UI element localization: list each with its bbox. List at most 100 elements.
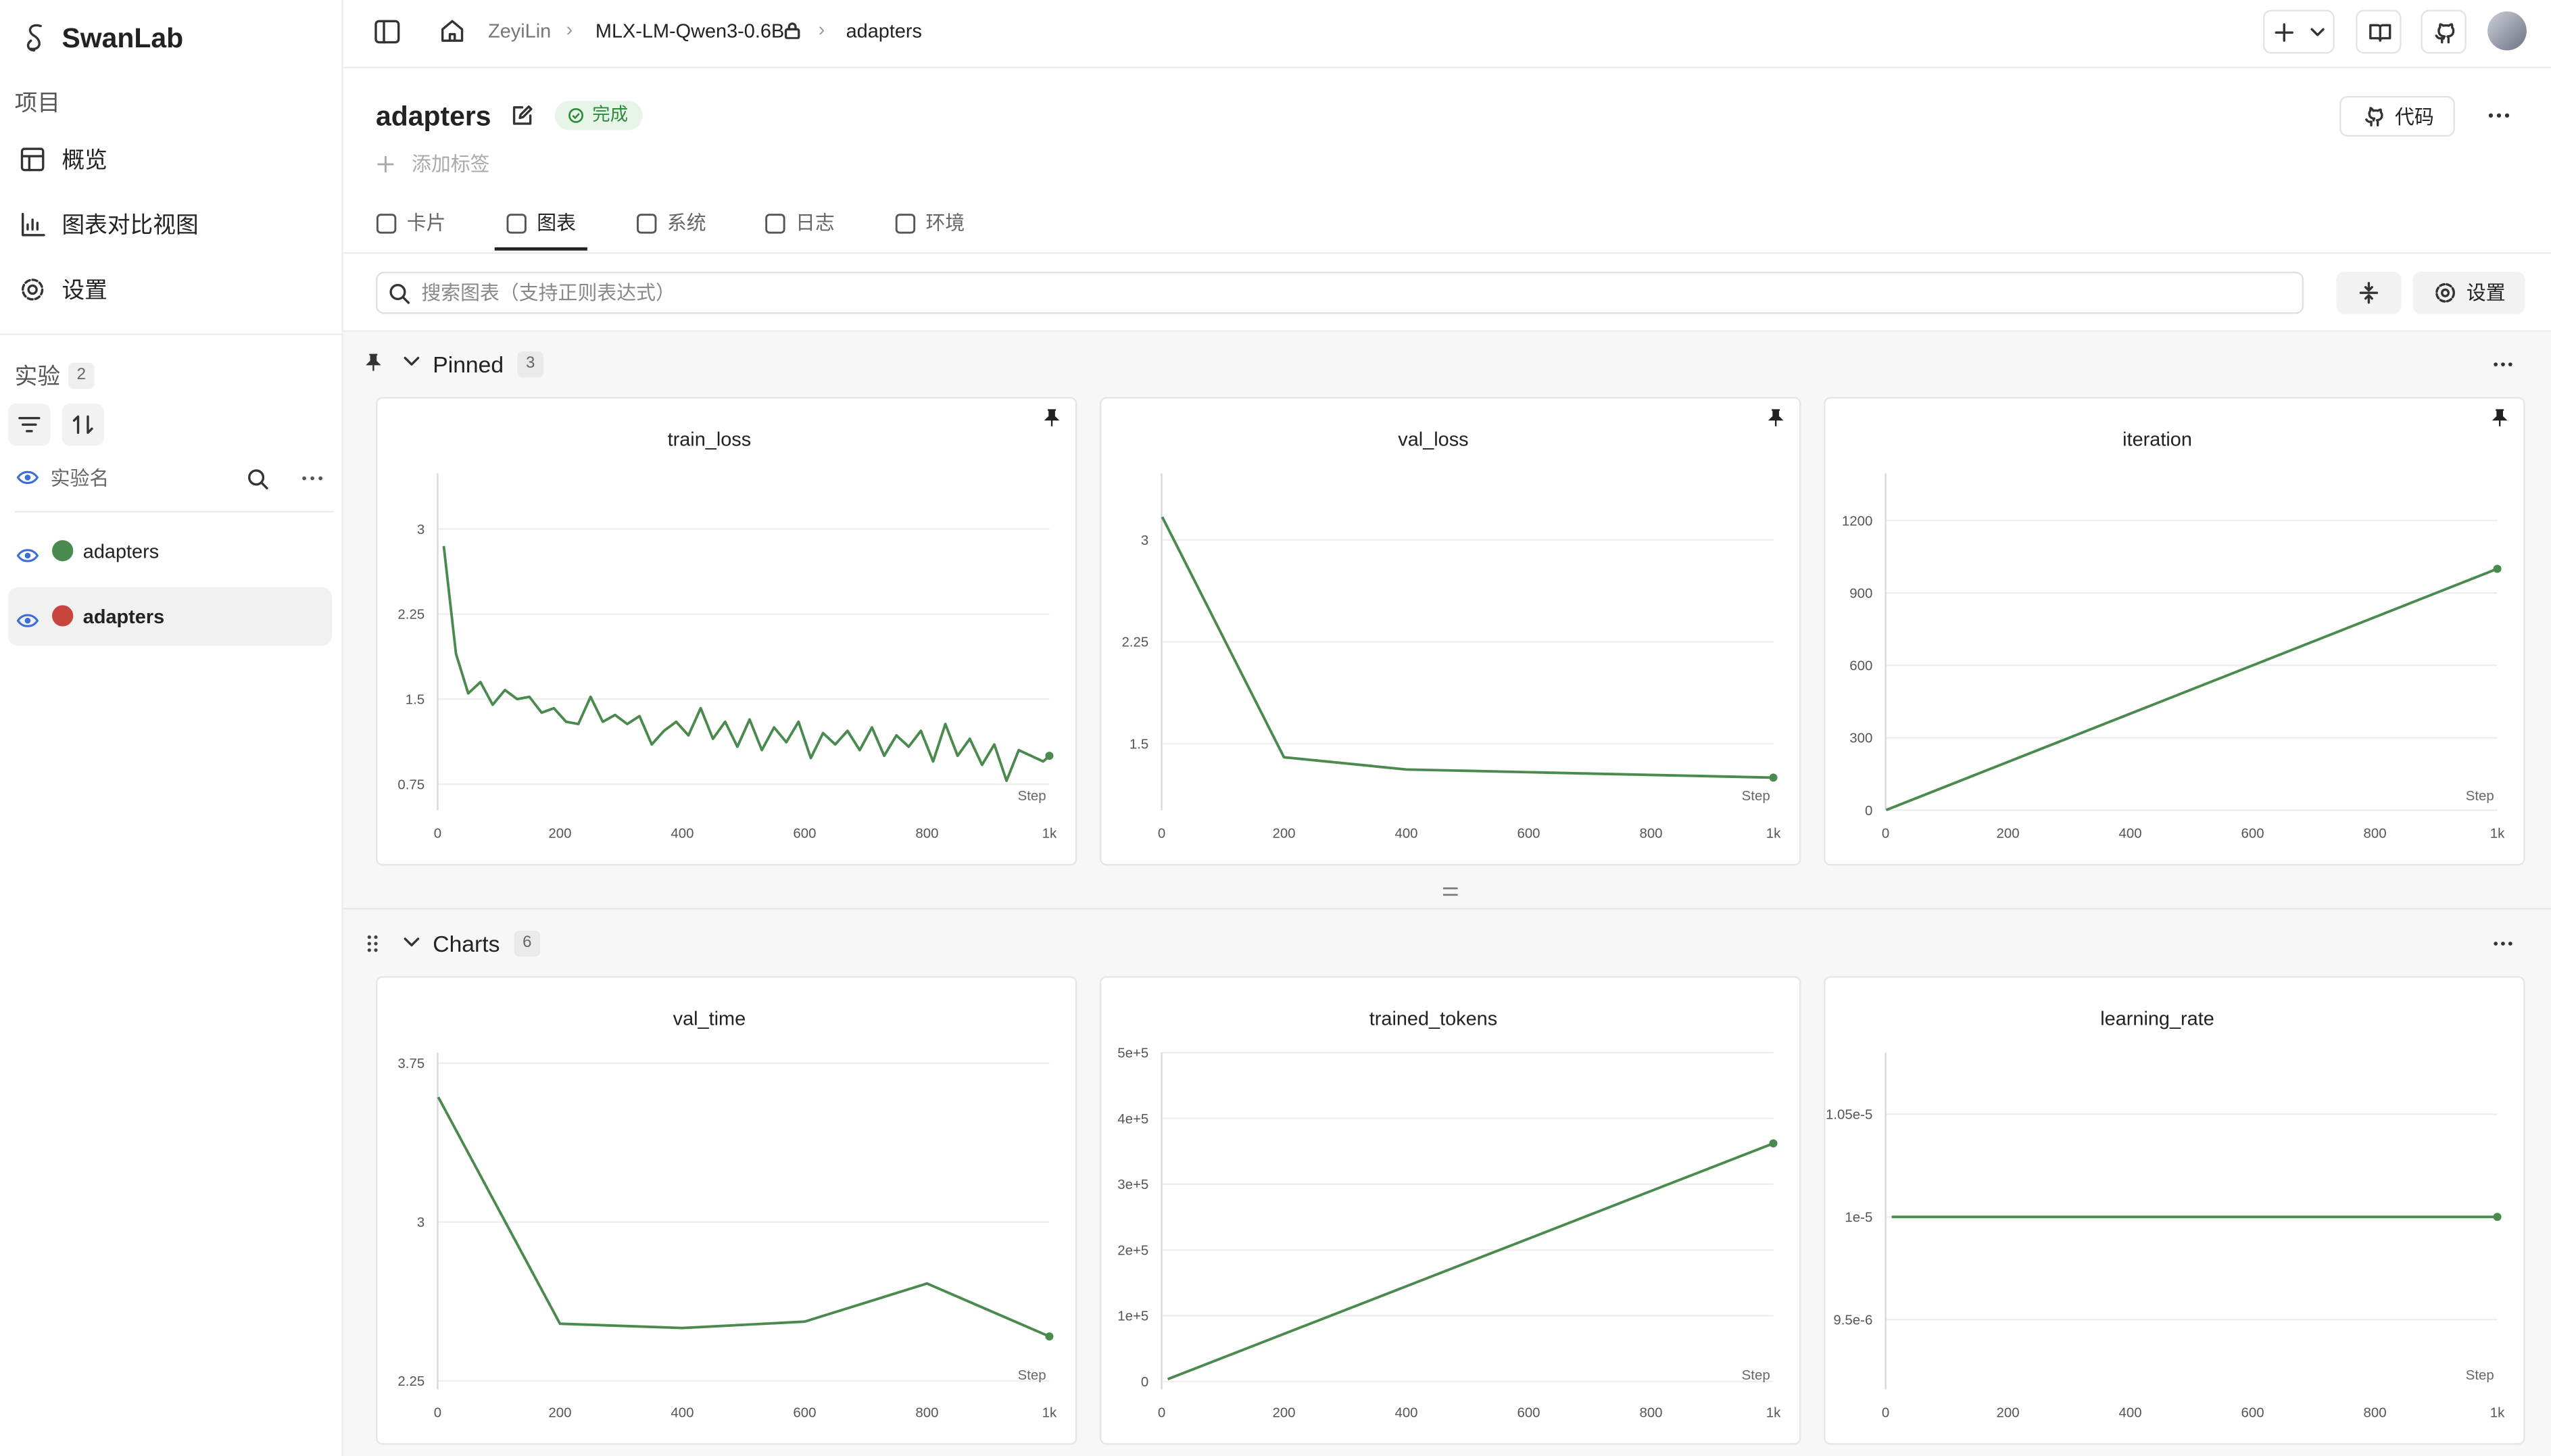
x-tick-label: 0 — [1882, 1405, 1889, 1420]
x-tick-label: 200 — [548, 1405, 571, 1420]
run-title: adapters — [375, 101, 491, 132]
y-tick-label: 2.25 — [397, 607, 424, 623]
y-tick-label: 300 — [1849, 731, 1872, 746]
chart: iteration 0 300 600 900 1200 0 200 400 600 800 1k St… — [1842, 409, 2508, 842]
eye-icon[interactable] — [16, 468, 39, 486]
breadcrumb-item[interactable]: ZeyiLin — [488, 19, 552, 43]
x-axis-label: Step — [1018, 1367, 1046, 1383]
x-tick-label: 1k — [1766, 826, 1781, 842]
chart-card: train_loss 0.75 1.5 2.25 3 0 200 400 600 800 1k Ste… — [375, 397, 1077, 866]
y-tick-label: 600 — [1849, 658, 1872, 674]
home-icon[interactable] — [439, 18, 466, 44]
code-button[interactable]: 代码 — [2339, 96, 2455, 137]
end-point — [1769, 1139, 1778, 1148]
x-tick-label: 600 — [2241, 1405, 2264, 1420]
x-tick-label: 600 — [1517, 1405, 1540, 1420]
y-tick-label: 2e+5 — [1117, 1242, 1148, 1258]
y-tick-label: 1200 — [1842, 513, 1872, 529]
section-title[interactable]: Pinned — [433, 351, 504, 378]
chart: learning_rate 9.5e-6 1e-5 1.05e-5 0 200 400 600… — [1826, 1008, 2505, 1420]
x-axis-label: Step — [1742, 1367, 1770, 1383]
more-icon[interactable] — [301, 475, 324, 482]
add-button[interactable] — [2262, 9, 2335, 54]
x-tick-label: 0 — [434, 826, 441, 842]
tab[interactable]: 卡片 — [406, 211, 446, 235]
tab[interactable]: 系统 — [666, 211, 706, 235]
resize-handle[interactable] — [1442, 887, 1459, 896]
chevron-icon[interactable] — [404, 937, 420, 948]
count-badge: 3 — [517, 351, 543, 378]
sidebar: SwanLab 项目 概览 图表对比视图 设置 实验 2 实验名 — [0, 0, 343, 1456]
y-tick-label: 0 — [1865, 803, 1872, 819]
tab[interactable]: 日志 — [795, 211, 835, 235]
pin-icon[interactable] — [366, 353, 381, 371]
avatar[interactable] — [2487, 11, 2527, 51]
sidebar-toggle[interactable] — [374, 20, 401, 44]
drag-icon[interactable] — [366, 934, 379, 954]
experiment-color — [52, 605, 74, 627]
divider — [0, 333, 342, 335]
plus-icon[interactable] — [376, 155, 395, 174]
x-tick-label: 800 — [2364, 1405, 2387, 1420]
breadcrumb-item[interactable]: adapters — [846, 19, 922, 43]
edit-icon[interactable] — [511, 104, 534, 127]
column-header: 实验名 — [50, 466, 110, 490]
chart-card: val_time 2.25 3 3.75 0 200 400 600 800 1k Step — [375, 976, 1077, 1445]
x-tick-label: 600 — [793, 1405, 816, 1420]
pin-icon[interactable] — [1044, 409, 1060, 427]
nav-item[interactable]: 图表对比视图 — [62, 211, 199, 238]
search-placeholder: 搜索图表（支持正则表达式） — [421, 281, 675, 305]
tab-icon — [506, 213, 527, 234]
chart-card: val_loss 1.5 2.25 3 0 200 400 600 800 1k Step — [1100, 397, 1801, 866]
tab-icon — [764, 213, 785, 234]
eye-icon[interactable] — [16, 608, 39, 627]
y-tick-label: 0 — [1141, 1374, 1148, 1390]
chart-card: trained_tokens 0 1e+5 2e+5 3e+5 4e+5 5e+5 0 200 4… — [1100, 976, 1801, 1445]
sort-button[interactable] — [62, 403, 105, 446]
tab-icon — [376, 213, 397, 234]
end-point — [1769, 773, 1778, 782]
tab[interactable]: 图表 — [537, 211, 577, 235]
y-tick-label: 3 — [417, 1215, 424, 1230]
filter-button[interactable] — [8, 403, 51, 446]
y-tick-label: 3 — [1141, 533, 1148, 548]
section-title[interactable]: Charts — [433, 930, 500, 957]
y-tick-label: 1.5 — [406, 691, 424, 707]
more-icon[interactable] — [2487, 112, 2510, 119]
y-tick-label: 2.25 — [1121, 635, 1148, 650]
breadcrumb-item[interactable]: MLX-LM-Qwen3-0.6B — [595, 19, 785, 43]
eye-icon[interactable] — [16, 543, 39, 562]
more-icon[interactable] — [2492, 940, 2513, 947]
docs-button[interactable] — [2356, 9, 2402, 54]
x-tick-label: 200 — [548, 826, 571, 842]
x-tick-label: 400 — [1394, 826, 1417, 842]
y-tick-label: 3e+5 — [1117, 1177, 1148, 1192]
divider — [14, 510, 334, 513]
chart-title: val_loss — [1398, 429, 1468, 450]
x-tick-label: 1k — [1042, 1405, 1057, 1420]
breadcrumb-sep: › — [818, 18, 825, 41]
github-button[interactable] — [2421, 9, 2467, 54]
pin-icon[interactable] — [2492, 409, 2508, 427]
chart: val_loss 1.5 2.25 3 0 200 400 600 800 1k Step — [1121, 409, 1784, 842]
add-tag[interactable]: 添加标签 — [411, 153, 490, 176]
search-icon[interactable] — [247, 468, 268, 489]
logo — [26, 24, 42, 52]
settings-button[interactable]: 设置 — [2412, 271, 2525, 314]
experiment-name[interactable]: adapters — [82, 540, 160, 563]
tab-icon — [895, 213, 916, 234]
search-box[interactable]: 搜索图表（支持正则表达式） — [375, 271, 2304, 314]
chevron-icon[interactable] — [404, 356, 420, 368]
tab[interactable]: 环境 — [925, 211, 965, 235]
experiment-name[interactable]: adapters — [82, 605, 165, 629]
series-line — [1161, 516, 1774, 779]
active-tab-indicator — [494, 247, 587, 251]
section-label: 项目 — [14, 89, 61, 116]
collapse-button[interactable] — [2336, 271, 2402, 314]
pin-icon[interactable] — [1768, 409, 1784, 427]
nav-item[interactable]: 概览 — [62, 146, 107, 173]
experiment-color — [52, 540, 74, 562]
nav-item[interactable]: 设置 — [62, 276, 107, 303]
y-tick-label: 1e+5 — [1117, 1309, 1148, 1324]
more-icon[interactable] — [2492, 361, 2513, 368]
